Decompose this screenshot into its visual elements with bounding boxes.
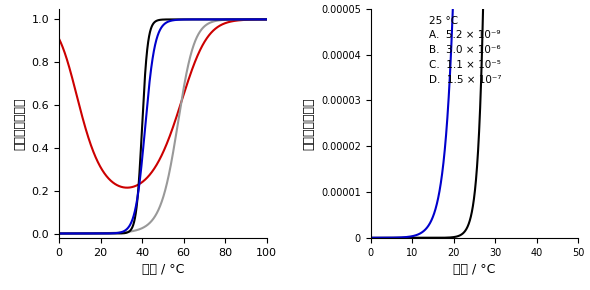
Text: 25 °C
A.  5.2 × 10⁻⁹
B.  3.0 × 10⁻⁶
C.  1.1 × 10⁻⁵
D.  1.5 × 10⁻⁷: 25 °C A. 5.2 × 10⁻⁹ B. 3.0 × 10⁻⁶ C. 1.1… xyxy=(429,16,501,85)
Y-axis label: 変性分子の比率: 変性分子の比率 xyxy=(302,97,316,150)
X-axis label: 温度 / °C: 温度 / °C xyxy=(142,263,184,276)
Y-axis label: 変性分子の比率: 変性分子の比率 xyxy=(13,97,26,150)
X-axis label: 温度 / °C: 温度 / °C xyxy=(453,263,496,276)
